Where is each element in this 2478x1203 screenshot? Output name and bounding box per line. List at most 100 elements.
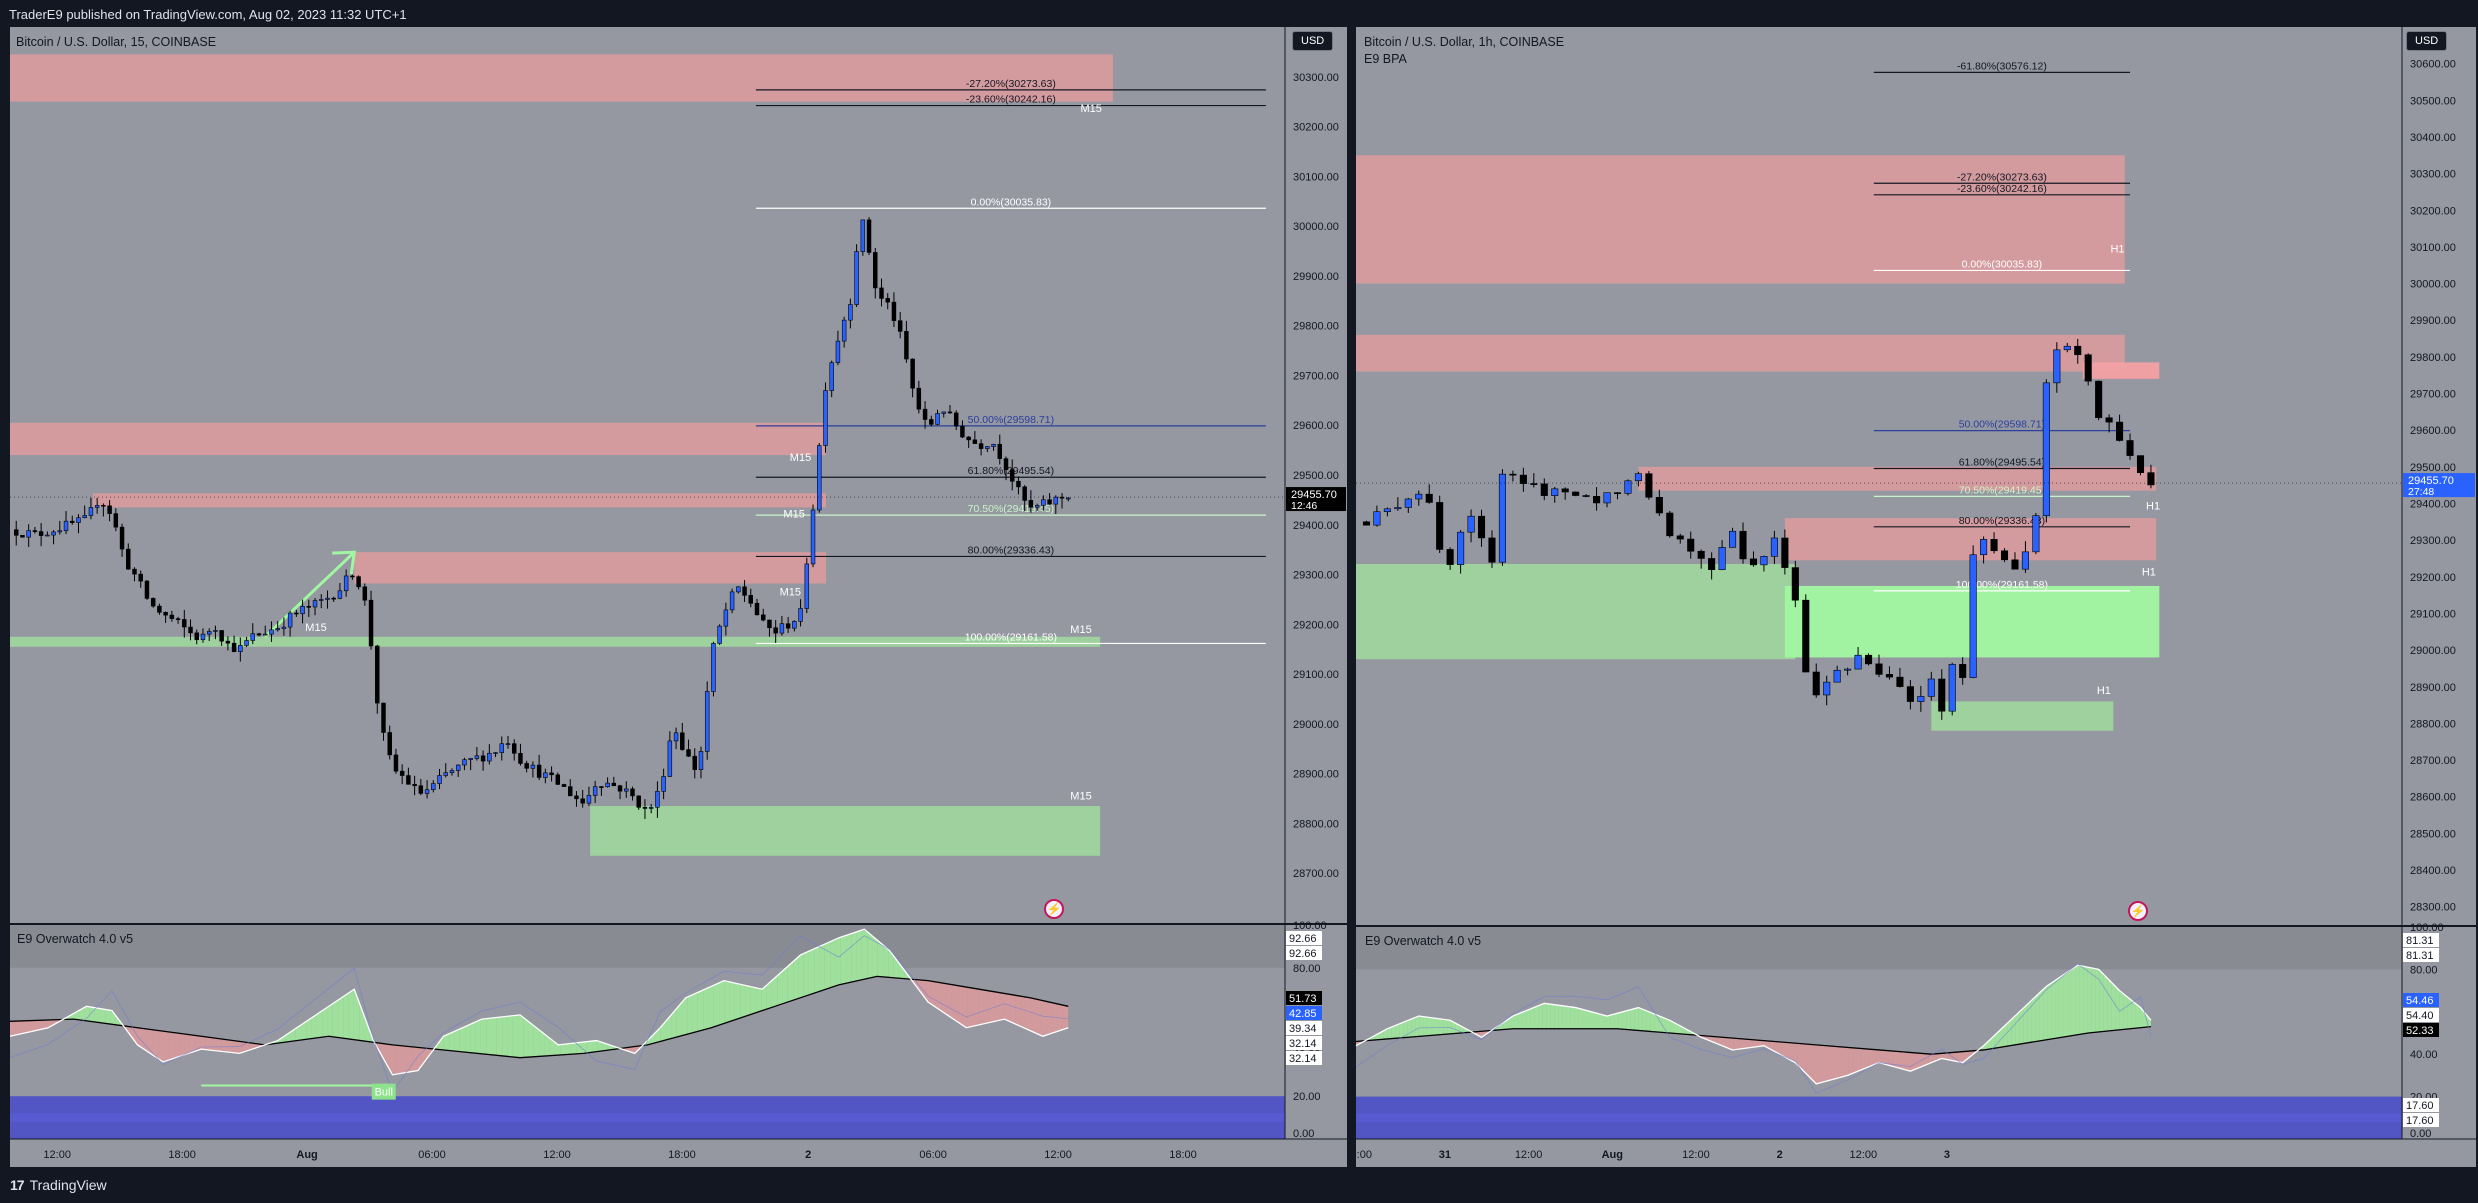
left-osc-fill-13 bbox=[78, 1007, 85, 1021]
right-osc-fill-158 bbox=[1984, 1041, 1988, 1050]
right-osc-badge-2: 54.46 bbox=[2406, 995, 2434, 1007]
right-osc-fill-119 bbox=[1829, 1045, 1833, 1081]
left-candle-78 bbox=[499, 743, 505, 753]
left-candle-30 bbox=[200, 633, 206, 641]
right-osc-fill-91 bbox=[1717, 1036, 1722, 1046]
left-osc-fill-24 bbox=[136, 1027, 143, 1049]
left-candle-85 bbox=[543, 772, 548, 778]
right-y-tick-10: 29700.00 bbox=[2410, 389, 2456, 401]
right-chart-svg[interactable]: -61.80%(30576.12) -27.20%(30273.63)-23.60… bbox=[1354, 27, 2478, 1168]
left-osc-fill-27 bbox=[152, 1029, 159, 1059]
left-candle-129 bbox=[817, 445, 822, 511]
left-candle-76 bbox=[487, 752, 492, 762]
right-osc-fill-176 bbox=[2055, 977, 2060, 1039]
right-osc-fill-129 bbox=[1868, 1049, 1873, 1067]
left-osc-fill-194 bbox=[1036, 999, 1042, 1036]
right-osc-fill-113 bbox=[1805, 1043, 1810, 1077]
left-candle-53 bbox=[343, 575, 349, 592]
right-currency-button[interactable]: USD bbox=[2406, 31, 2448, 51]
left-candle-144 bbox=[910, 358, 915, 389]
left-bolt-icon[interactable]: ⚡ bbox=[1044, 899, 1064, 919]
left-candle-84 bbox=[536, 764, 542, 778]
right-fib-label-2: -23.60%(30242.16) bbox=[1957, 183, 2047, 195]
tradingview-mark-icon: 17 bbox=[10, 1177, 25, 1193]
left-zone-demand-4 bbox=[10, 636, 1101, 647]
left-candle-163 bbox=[1028, 500, 1034, 508]
left-candle-2 bbox=[26, 530, 31, 538]
right-candle-30 bbox=[1676, 535, 1684, 540]
right-zone-demand-5 bbox=[1356, 563, 1796, 660]
right-candle-49 bbox=[1875, 663, 1883, 675]
left-osc-fill-162 bbox=[867, 931, 873, 979]
left-zone-supply-3 bbox=[354, 552, 826, 584]
left-osc-fill-82 bbox=[443, 1033, 450, 1051]
left-candle-5 bbox=[45, 534, 50, 537]
right-y-tick-1: 30600.00 bbox=[2410, 59, 2456, 71]
left-osc-fill-124 bbox=[666, 1014, 672, 1040]
left-osc-fill-86 bbox=[465, 1024, 471, 1053]
left-osc-fill-19 bbox=[110, 1010, 116, 1025]
left-candle-136 bbox=[860, 219, 866, 252]
left-candle-10 bbox=[76, 517, 81, 523]
left-candle-37 bbox=[244, 640, 249, 646]
right-osc-fill-99 bbox=[1749, 1039, 1754, 1048]
right-chart-panel[interactable]: -61.80%(30576.12) -27.20%(30273.63) -23.60… bbox=[1354, 27, 2478, 1168]
left-y-tick-8: 29600.00 bbox=[1293, 420, 1339, 432]
left-candle-165 bbox=[1041, 499, 1046, 506]
left-osc-fill-125 bbox=[671, 1008, 677, 1039]
right-candle-5 bbox=[1415, 493, 1423, 500]
left-currency-button[interactable]: USD bbox=[1292, 31, 1334, 51]
tradingview-logo[interactable]: 17 TradingView bbox=[10, 1177, 107, 1193]
left-osc-fill-145 bbox=[777, 971, 783, 1006]
left-osc-fill-136 bbox=[729, 981, 735, 1022]
left-osc-fill-23 bbox=[131, 1026, 137, 1045]
right-osc-fill-141 bbox=[1916, 1052, 1921, 1069]
right-candle-32 bbox=[1697, 550, 1705, 559]
left-osc-fill-3 bbox=[25, 1020, 32, 1033]
left-osc-fill-185 bbox=[988, 990, 995, 1023]
right-osc-fill-124 bbox=[1848, 1047, 1853, 1075]
right-osc-oversold-mid bbox=[1356, 1113, 2402, 1123]
left-osc-fill-147 bbox=[787, 961, 794, 1003]
left-x-tick-7: 06:00 bbox=[919, 1149, 947, 1161]
right-candle-12 bbox=[1488, 537, 1496, 563]
left-chart-panel[interactable]: -27.20%(30273.63) -23.60%(30242.16) 0.00%(… bbox=[0, 27, 1352, 1168]
left-candle-157 bbox=[991, 444, 996, 447]
left-candle-80 bbox=[511, 743, 517, 754]
left-osc-fill-127 bbox=[681, 997, 688, 1036]
left-candle-12 bbox=[88, 507, 94, 516]
left-osc-fill-62 bbox=[338, 996, 344, 1039]
right-zone-supply-4 bbox=[1784, 518, 2157, 561]
left-candle-45 bbox=[294, 612, 299, 615]
right-osc-fill-18 bbox=[1427, 1017, 1432, 1036]
right-osc-fill-187 bbox=[2099, 970, 2104, 1032]
left-osc-fill-105 bbox=[565, 1043, 571, 1055]
right-osc-fill-31 bbox=[1479, 1031, 1484, 1037]
left-chart-svg[interactable]: -27.20%(30273.63) -23.60%(30242.16) 0.00%(… bbox=[0, 27, 1352, 1168]
left-osc-fill-108 bbox=[581, 1041, 587, 1054]
left-candle-3 bbox=[32, 530, 38, 532]
left-osc-fill-2 bbox=[20, 1020, 26, 1034]
right-osc-fill-40 bbox=[1514, 1013, 1519, 1029]
right-osc-fill-19 bbox=[1431, 1017, 1436, 1036]
left-candle-26 bbox=[175, 618, 181, 620]
right-bolt-icon[interactable]: ⚡ bbox=[2128, 901, 2148, 921]
left-osc-fill-165 bbox=[883, 945, 889, 978]
left-candle-6 bbox=[51, 531, 56, 536]
left-osc-badge-bg-4 bbox=[1286, 1021, 1322, 1035]
left-tf-tag-5: M15 bbox=[1070, 624, 1091, 636]
right-osc-fill-23 bbox=[1447, 1019, 1452, 1035]
right-osc-fill-164 bbox=[2007, 1019, 2012, 1047]
right-osc-fill-88 bbox=[1705, 1035, 1710, 1041]
left-candle-28 bbox=[188, 626, 193, 634]
left-osc-fill-66 bbox=[359, 1002, 365, 1042]
right-osc-fill-126 bbox=[1856, 1048, 1861, 1072]
right-osc-fill-139 bbox=[1908, 1052, 1913, 1071]
left-candle-40 bbox=[262, 633, 268, 636]
right-osc-fill-21 bbox=[1439, 1018, 1444, 1035]
right-osc-fill-115 bbox=[1813, 1044, 1818, 1084]
left-osc-fill-153 bbox=[819, 944, 825, 992]
right-osc-fill-75 bbox=[1654, 1013, 1659, 1033]
right-osc-fill-172 bbox=[2039, 988, 2044, 1041]
right-osc-fill-112 bbox=[1801, 1043, 1806, 1073]
